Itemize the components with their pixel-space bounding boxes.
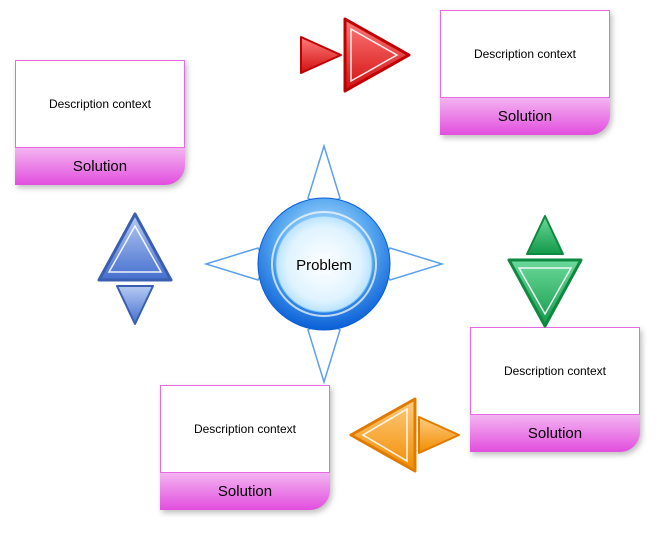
card-label: Solution bbox=[440, 98, 610, 135]
card-desc: Description context bbox=[470, 327, 640, 415]
card-bl: Description context Solution bbox=[160, 385, 330, 510]
card-label: Solution bbox=[470, 415, 640, 452]
card-desc: Description context bbox=[160, 385, 330, 473]
arrow-red bbox=[295, 15, 415, 95]
arrow-blue bbox=[95, 210, 175, 330]
arrow-green bbox=[505, 210, 585, 330]
card-label: Solution bbox=[15, 148, 185, 185]
card-desc: Description context bbox=[15, 60, 185, 148]
card-br: Description context Solution bbox=[470, 327, 640, 452]
card-tr: Description context Solution bbox=[440, 10, 610, 135]
center-hub: Problem bbox=[204, 144, 444, 384]
card-label: Solution bbox=[160, 473, 330, 510]
card-tl: Description context Solution bbox=[15, 60, 185, 185]
arrow-orange bbox=[345, 395, 465, 475]
diagram-stage: Problem Description context Solution Des… bbox=[0, 0, 671, 552]
card-desc: Description context bbox=[440, 10, 610, 98]
center-label: Problem bbox=[296, 257, 352, 274]
